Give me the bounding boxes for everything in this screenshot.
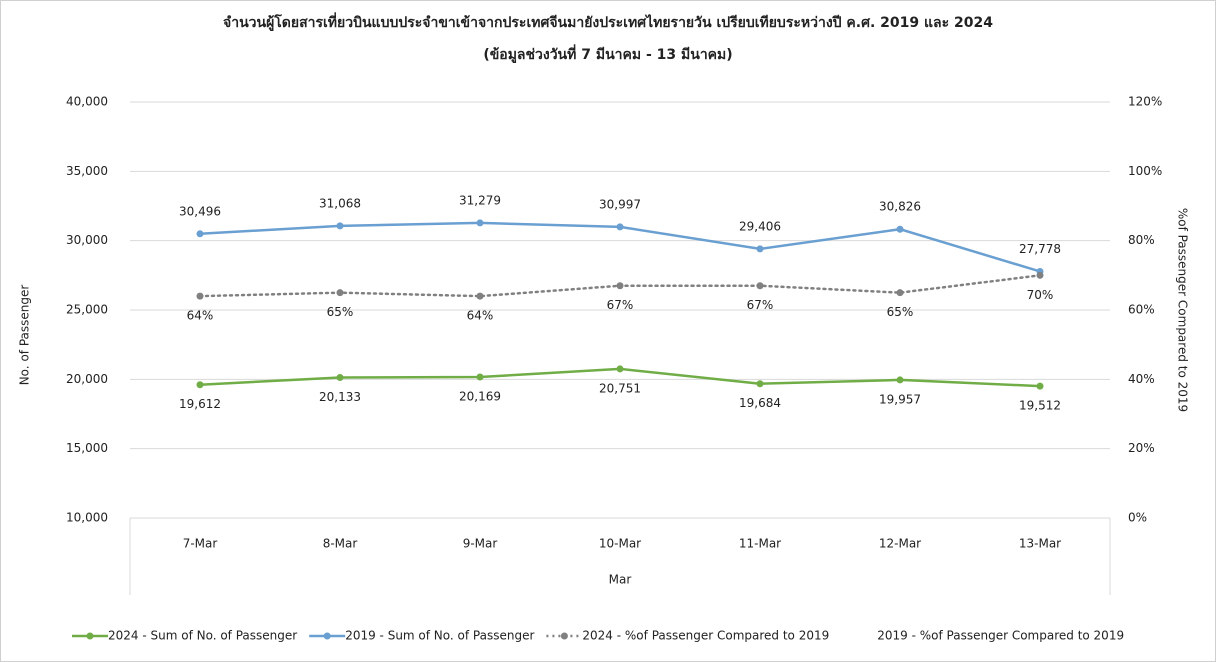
y-tick-label: 30,000 — [66, 233, 108, 247]
data-point — [196, 381, 204, 389]
data-point — [336, 289, 344, 297]
data-label: 19,612 — [179, 397, 221, 411]
y-tick-label: 10,000 — [66, 511, 108, 525]
y-tick-label: 20,000 — [66, 372, 108, 386]
data-label: 30,997 — [599, 197, 641, 211]
legend-marker — [323, 632, 331, 640]
data-point — [1036, 271, 1044, 279]
y2-tick-label: 60% — [1128, 303, 1155, 317]
data-label: 20,751 — [599, 381, 641, 395]
data-label: 30,496 — [179, 204, 221, 218]
data-label: 19,684 — [739, 396, 781, 410]
data-label: 19,957 — [879, 392, 921, 406]
y-axis-title: No. of Passenger — [18, 285, 32, 386]
data-point — [336, 373, 344, 381]
data-point — [616, 223, 624, 231]
y2-tick-label: 0% — [1128, 511, 1147, 525]
data-label: 70% — [1027, 288, 1054, 302]
data-label: 67% — [747, 298, 774, 312]
data-point — [336, 222, 344, 230]
data-point — [196, 292, 204, 300]
x-tick-label: 7-Mar — [183, 537, 218, 551]
chart-subtitle: (ข้อมูลช่วงวันที่ 7 มีนาคม - 13 มีนาคม) — [483, 44, 732, 63]
data-label: 20,133 — [319, 390, 361, 404]
data-label: 31,279 — [459, 193, 501, 207]
data-point — [196, 230, 204, 238]
data-label: 19,512 — [1019, 399, 1061, 413]
x-tick-label: 13-Mar — [1019, 537, 1061, 551]
legend-marker — [86, 632, 94, 640]
data-label: 31,068 — [319, 196, 361, 210]
legend-marker — [560, 632, 568, 640]
data-label: 29,406 — [739, 219, 781, 233]
data-point — [476, 219, 484, 227]
y-tick-label: 40,000 — [66, 95, 108, 109]
data-label: 27,778 — [1019, 242, 1061, 256]
data-label: 30,826 — [879, 200, 921, 214]
data-point — [616, 365, 624, 373]
y-tick-label: 25,000 — [66, 303, 108, 317]
legend-label: 2019 - %of Passenger Compared to 2019 — [877, 629, 1124, 643]
chart-title: จำนวนผู้โดยสารเที่ยวบินแบบประจำขาเข้าจาก… — [223, 12, 993, 31]
y2-tick-label: 100% — [1128, 164, 1162, 178]
legend-label: 2024 - Sum of No. of Passenger — [108, 629, 297, 643]
data-point — [756, 245, 764, 253]
data-point — [756, 380, 764, 388]
legend-label: 2019 - Sum of No. of Passenger — [345, 629, 534, 643]
x-tick-label: 9-Mar — [463, 537, 498, 551]
x-tick-label: 12-Mar — [879, 537, 921, 551]
data-label: 67% — [607, 298, 634, 312]
y2-axis-title: %of Passenger Compared to 2019 — [1176, 208, 1190, 412]
y2-tick-label: 80% — [1128, 233, 1155, 247]
data-label: 65% — [887, 305, 914, 319]
y-tick-label: 35,000 — [66, 164, 108, 178]
x-tick-label: 10-Mar — [599, 537, 641, 551]
y2-tick-label: 20% — [1128, 441, 1155, 455]
data-point — [476, 292, 484, 300]
data-point — [616, 282, 624, 290]
x-tick-label: 11-Mar — [739, 537, 781, 551]
data-point — [896, 376, 904, 384]
data-point — [896, 289, 904, 297]
x-tick-label: 8-Mar — [323, 537, 358, 551]
y-tick-label: 15,000 — [66, 441, 108, 455]
data-point — [896, 225, 904, 233]
data-point — [1036, 382, 1044, 390]
data-label: 64% — [467, 309, 494, 323]
y2-tick-label: 40% — [1128, 372, 1155, 386]
data-label: 64% — [187, 309, 214, 323]
y2-tick-label: 120% — [1128, 95, 1162, 109]
data-label: 20,169 — [459, 389, 501, 403]
data-label: 65% — [327, 305, 354, 319]
data-point — [756, 282, 764, 290]
x-axis-title: Mar — [609, 573, 632, 587]
data-point — [476, 373, 484, 381]
legend-label: 2024 - %of Passenger Compared to 2019 — [582, 629, 829, 643]
